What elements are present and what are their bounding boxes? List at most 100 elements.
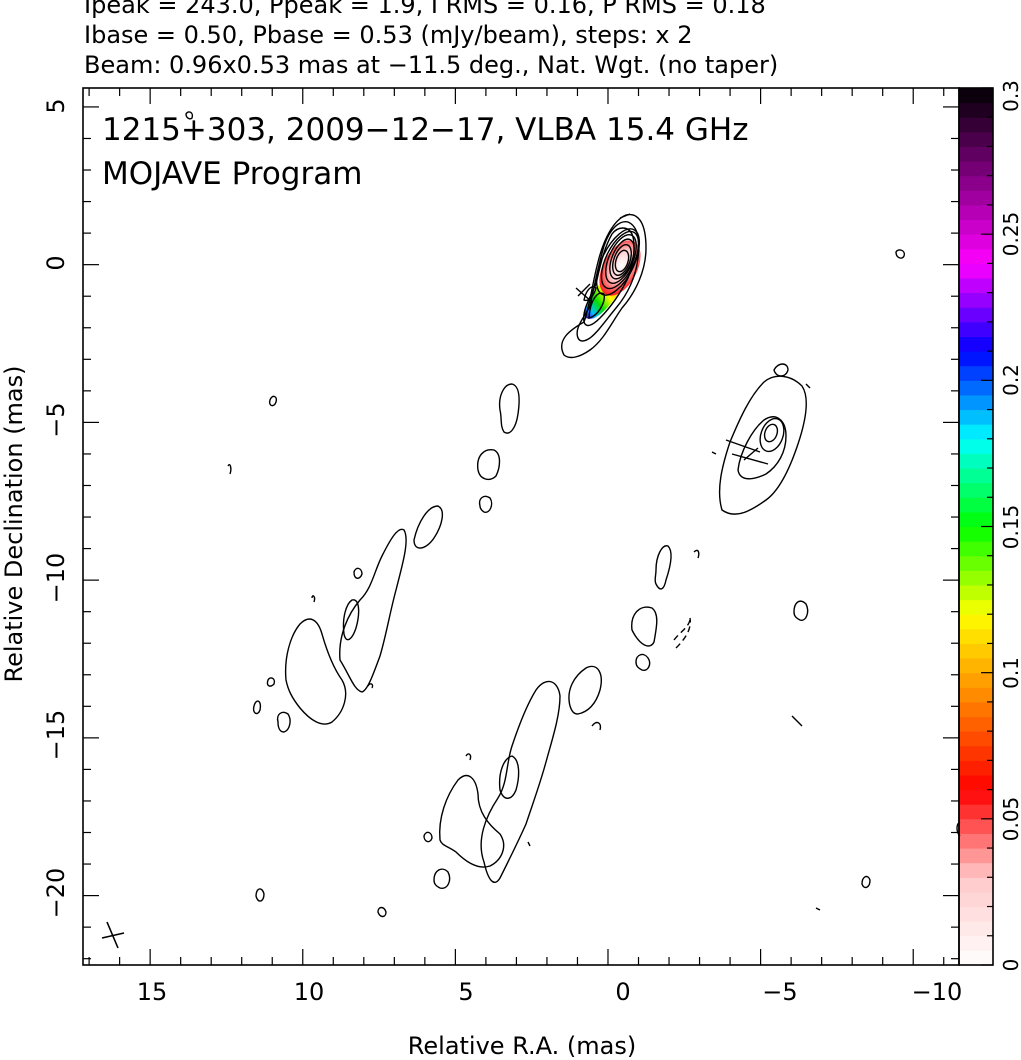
jet-contour (498, 383, 520, 434)
colorbar-cell (959, 263, 993, 279)
x-axis-title: Relative R.A. (mas) (408, 1032, 636, 1060)
colorbar-tick-label: 0.3 (999, 80, 1021, 112)
y-tick-label: −10 (42, 553, 70, 604)
colorbar-cell (959, 438, 993, 454)
colorbar-cell (959, 409, 993, 425)
jet-contour (793, 600, 809, 621)
header-line-3: Beam: 0.96x0.53 mas at −11.5 deg., Nat. … (84, 51, 779, 79)
colorbar-cell (959, 204, 993, 221)
colorbar-cell (959, 321, 993, 337)
jet-contour (342, 599, 360, 641)
colorbar-cell (959, 307, 993, 323)
knot-contour (737, 416, 787, 480)
colorbar-cell (959, 862, 993, 878)
jet-contour (631, 606, 658, 647)
colorbar-cell (959, 628, 993, 644)
jet-chain-north (227, 383, 520, 733)
jet-contour (255, 888, 265, 902)
plot-subtitle: MOJAVE Program (102, 156, 362, 192)
jet-contour (895, 249, 906, 259)
jet-contour (480, 680, 561, 883)
jet-contour (527, 841, 531, 847)
colorbar-cell (959, 351, 993, 367)
colorbar-cell (959, 394, 993, 411)
knot-contour (763, 423, 779, 443)
colorbar-cell (959, 541, 993, 557)
colorbar-cell (959, 88, 993, 104)
y-tick-label: −20 (42, 868, 70, 919)
colorbar-cell (959, 658, 993, 674)
jet-knot-west (711, 363, 808, 515)
jet-contour (438, 775, 505, 868)
colorbar-cell (959, 570, 993, 586)
colorbar-cell (959, 891, 993, 908)
y-axis-title: Relative Declination (mas) (0, 365, 28, 682)
jet-contour (805, 383, 811, 389)
core-contour (612, 244, 632, 276)
x-tick-label: −10 (912, 978, 963, 1006)
colorbar-cell (959, 643, 993, 659)
colorbar-tick-label: 0.2 (999, 364, 1021, 396)
jet-contour (252, 700, 262, 715)
colorbar-cell (959, 687, 993, 703)
knot-contour (759, 417, 785, 453)
jet-contour (268, 395, 278, 407)
core-contour (583, 286, 597, 302)
jet-contour (339, 528, 407, 693)
colorbar-cell (959, 497, 993, 513)
colorbar-cell (959, 833, 993, 849)
colorbar-cell (959, 336, 993, 352)
jet-contour (311, 595, 316, 603)
header-line-2: Ibase = 0.50, Pbase = 0.53 (mJy/beam), s… (84, 21, 693, 49)
core-contours (561, 213, 647, 359)
polarization-vector (575, 213, 631, 303)
core-contour (605, 234, 637, 284)
jet-contour (465, 753, 472, 761)
knot-contour (718, 375, 808, 515)
colorbar-cell (959, 424, 993, 440)
colorbar-cell (959, 848, 993, 864)
jet-contour (413, 505, 444, 549)
header-line-1: Ipeak = 243.0, Ppeak = 1.9, I RMS = 0.16… (84, 0, 766, 19)
jet-contour (433, 868, 451, 889)
colorbar-cell (959, 804, 993, 820)
x-tick-label: −5 (762, 978, 797, 1006)
jet-contour (478, 495, 493, 513)
y-tick-label: −5 (42, 402, 70, 437)
jet-contour (284, 618, 347, 725)
colorbar-cell (959, 599, 993, 615)
core-contour (595, 228, 641, 296)
core-contour (561, 213, 647, 359)
jet-contour (227, 464, 232, 475)
colorbar-cell (959, 584, 993, 601)
colorbar-cell (959, 511, 993, 527)
jet-contour (276, 711, 291, 733)
colorbar-tick-label: 0.1 (999, 657, 1021, 689)
jet-chain-south (185, 111, 961, 918)
colorbar-cell (959, 950, 993, 966)
colorbar-cell (959, 526, 993, 542)
colorbar-cell (959, 614, 993, 630)
jet-contour (815, 907, 821, 911)
knot-contour (773, 363, 789, 377)
colorbar-cell (959, 701, 993, 718)
jet-contour (377, 906, 387, 918)
x-tick-labels: 15 10 5 0 −5 −10 (137, 978, 963, 1006)
colorbar-tick-label: 0.25 (999, 212, 1021, 257)
jet-contour (591, 721, 602, 731)
colorbar-cell (959, 248, 993, 264)
colorbar-cell (959, 453, 993, 469)
colorbar-cell (959, 468, 993, 484)
colorbar-cell (959, 877, 993, 893)
jet-contour (423, 831, 433, 843)
colorbar-cell (959, 716, 993, 732)
colorbar-cell (959, 789, 993, 805)
colorbar-cell (959, 278, 993, 294)
colorbar-cell (959, 482, 993, 498)
y-tick-label: 5 (42, 98, 70, 113)
colorbar-tick-label: 0.05 (999, 797, 1021, 842)
core-contour (614, 249, 630, 273)
jet-contour (353, 567, 363, 579)
colorbar-cell (959, 672, 993, 688)
